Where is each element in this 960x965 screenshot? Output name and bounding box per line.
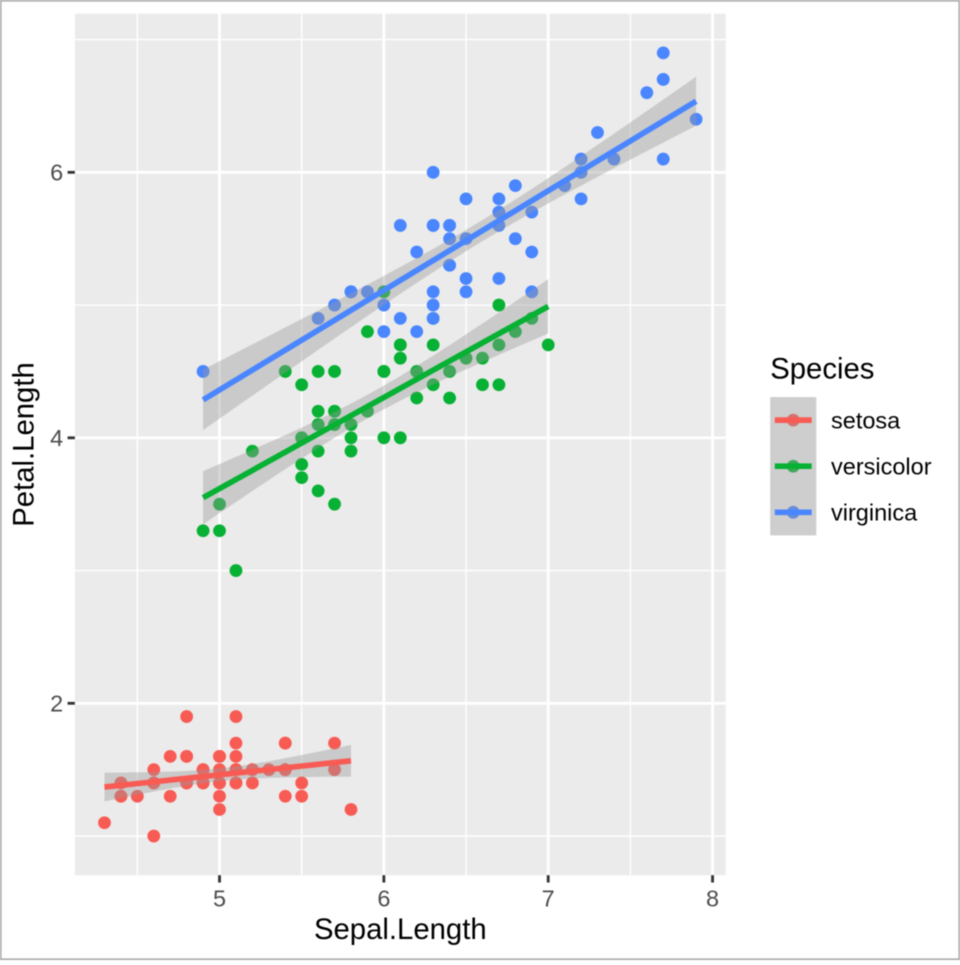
svg-text:Petal.Length: Petal.Length [8, 362, 41, 527]
svg-text:2: 2 [50, 691, 63, 717]
svg-text:4: 4 [50, 425, 63, 451]
svg-text:5: 5 [213, 885, 226, 911]
svg-text:Sepal.Length: Sepal.Length [314, 913, 487, 946]
svg-text:6: 6 [377, 885, 390, 911]
svg-text:Species: Species [770, 352, 874, 385]
svg-text:8: 8 [706, 885, 719, 911]
svg-text:6: 6 [50, 160, 63, 186]
svg-text:setosa: setosa [831, 408, 901, 434]
svg-text:7: 7 [542, 885, 555, 911]
svg-text:versicolor: versicolor [831, 454, 932, 480]
svg-text:virginica: virginica [831, 500, 918, 526]
